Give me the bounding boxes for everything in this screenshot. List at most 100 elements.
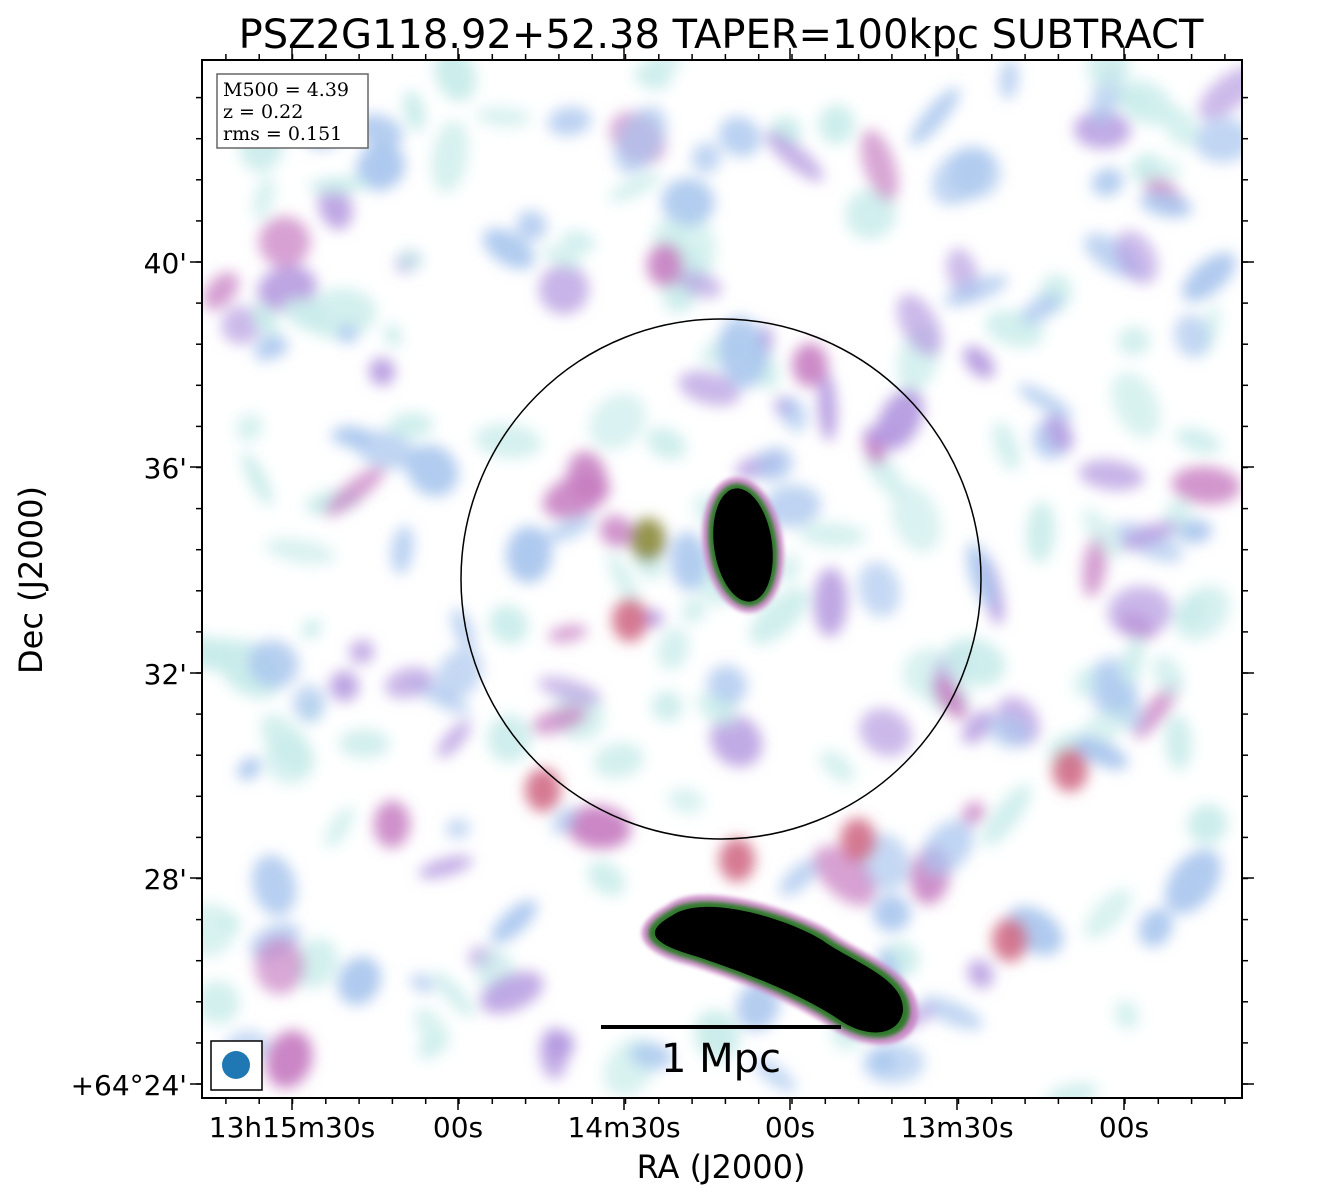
r500-circle — [460, 318, 982, 840]
noise-blob — [560, 230, 596, 253]
extended-source — [641, 895, 919, 1045]
noise-blobs — [202, 60, 1242, 1098]
noise-blob — [981, 784, 1032, 847]
noise-blob — [1163, 106, 1198, 148]
x-tick-label: 00s — [1099, 1111, 1149, 1144]
y-tick-label: 40' — [144, 247, 187, 280]
noise-blob — [1182, 252, 1236, 302]
noise-blob — [349, 639, 375, 665]
noise-blob — [890, 484, 941, 553]
noise-blob — [863, 423, 903, 444]
noise-blob — [1194, 117, 1242, 163]
noise-blob — [516, 210, 547, 241]
noise-blob — [872, 894, 911, 932]
bright-knot — [792, 343, 828, 387]
noise-blob — [1078, 459, 1145, 491]
noise-blob — [338, 728, 390, 759]
x-tick-label: 13h15m30s — [209, 1111, 376, 1144]
noise-blob — [1073, 736, 1129, 770]
noise-blob — [1187, 803, 1228, 845]
x-tick-label: 13m30s — [900, 1111, 1013, 1144]
noise-blob — [999, 60, 1019, 100]
noise-blob — [755, 447, 794, 482]
bright-knot — [1052, 748, 1088, 792]
central-source — [702, 477, 784, 613]
noise-blob — [1174, 314, 1210, 358]
noise-blob — [706, 665, 748, 706]
noise-blob — [202, 903, 236, 958]
noise-blob — [547, 106, 592, 137]
noise-blob — [542, 245, 583, 268]
noise-blob — [943, 275, 1008, 307]
bright-knot — [992, 918, 1028, 962]
noise-blob — [718, 116, 762, 158]
noise-blob — [252, 175, 276, 221]
noise-blob — [629, 1042, 674, 1070]
noise-blob — [437, 720, 471, 759]
noise-blob — [356, 143, 406, 191]
plot-frame — [201, 59, 1243, 1099]
noise-blob — [221, 305, 263, 345]
noise-blob — [247, 639, 299, 688]
noise-blob — [506, 525, 552, 583]
y-tick-label: +64°24' — [71, 1069, 187, 1102]
x-tick-label: 00s — [765, 1111, 815, 1144]
noise-blob — [1118, 520, 1179, 551]
y-tick-label: 32' — [144, 658, 187, 691]
noise-blob — [301, 619, 322, 639]
noise-blob — [337, 323, 358, 345]
noise-blob — [607, 551, 642, 614]
noise-blob — [1198, 66, 1242, 120]
bright-knot — [630, 518, 666, 562]
noise-blob — [1017, 384, 1073, 419]
noise-blob — [710, 714, 763, 768]
noise-blob — [967, 959, 994, 989]
noise-blob — [283, 298, 331, 332]
radio-image — [202, 60, 1242, 1098]
noise-blob — [753, 1057, 797, 1093]
scale-bar: 1 Mpc — [601, 1025, 841, 1082]
chart-title: PSZ2G118.92+52.38 TAPER=100kpc SUBTRACT — [239, 12, 1204, 58]
noise-blob — [531, 705, 588, 735]
noise-blob — [391, 525, 414, 575]
noise-blob — [237, 757, 261, 781]
noise-blob — [961, 709, 994, 744]
noise-blob — [1020, 292, 1062, 325]
noise-blob — [779, 858, 820, 896]
noise-blob — [1045, 414, 1074, 453]
bright-knot — [647, 243, 683, 287]
noise-blob — [1130, 152, 1161, 183]
noise-blob — [403, 90, 426, 132]
noise-blob — [479, 971, 544, 1014]
bright-knot — [612, 598, 648, 642]
noise-blob — [587, 860, 626, 897]
noise-blob — [1091, 167, 1124, 197]
noise-blob — [921, 819, 974, 876]
noise-blob — [1026, 501, 1056, 564]
noise-blob — [992, 421, 1021, 472]
noise-blob — [1176, 596, 1206, 626]
noise-blob — [1138, 908, 1173, 948]
info-mass: M500 = 4.39 — [223, 79, 349, 101]
noise-blob — [657, 627, 690, 671]
noise-blob — [661, 178, 715, 227]
noise-blob — [845, 188, 897, 240]
noise-blob — [1073, 110, 1131, 150]
noise-blob — [651, 690, 683, 722]
noise-blob — [202, 638, 242, 672]
noise-blob — [324, 465, 385, 517]
noise-blob — [318, 183, 353, 230]
noise-blob — [258, 216, 311, 268]
noise-blob — [588, 393, 646, 450]
noise-blob — [749, 587, 809, 645]
bright-knot — [719, 838, 755, 882]
noise-blob — [862, 1042, 925, 1084]
noise-blob — [813, 567, 848, 637]
y-axis-label: Dec (J2000) — [12, 486, 50, 674]
noise-blob — [252, 854, 297, 917]
noise-blob — [818, 371, 837, 442]
noise-blob — [1086, 60, 1131, 88]
y-tick-labels: +64°24' 28' 32' 36' 40' — [71, 247, 187, 1102]
noise-blob — [859, 708, 912, 757]
